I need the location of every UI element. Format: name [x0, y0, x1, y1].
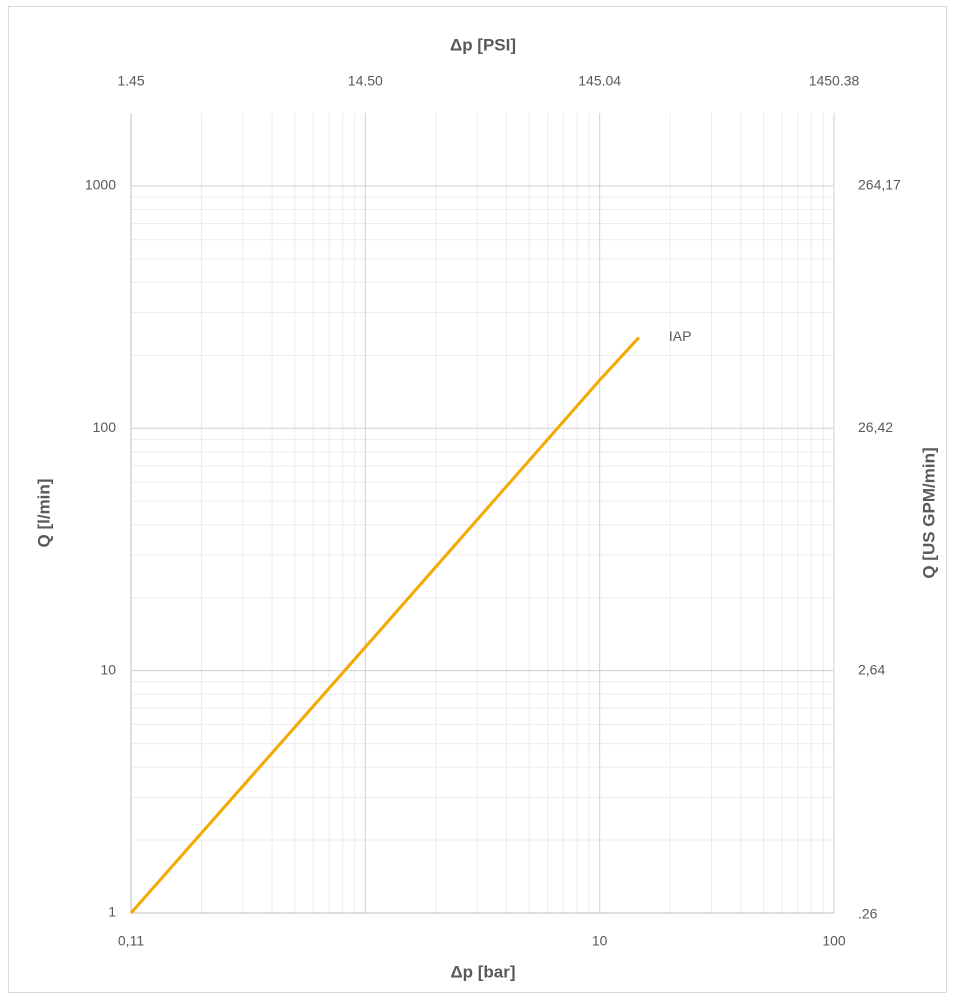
- series-label: IAP: [669, 328, 692, 344]
- y-tick-label: 1000: [85, 177, 116, 193]
- y-tick-label: 1: [108, 904, 116, 920]
- x-tick-label: 100: [822, 933, 846, 949]
- y-axis-title: Q [l/min]: [34, 479, 53, 548]
- x2-tick-label: 1.45: [117, 73, 144, 89]
- x2-tick-label: 145.04: [578, 73, 621, 89]
- data-line: [129, 336, 640, 914]
- x-tick-label: 0,11: [118, 933, 144, 949]
- y2-axis-title: Q [US GPM/min]: [919, 447, 938, 578]
- y2-tick-label: .26: [858, 905, 878, 921]
- y-tick-label: 100: [93, 419, 117, 435]
- x-tick-label: 10: [592, 933, 608, 949]
- x2-tick-label: 1450.38: [809, 73, 860, 89]
- y2-tick-label: 2,64: [858, 661, 885, 677]
- x2-axis-title: Δp [PSI]: [450, 35, 516, 54]
- y-tick-label: 10: [100, 661, 116, 677]
- x2-tick-label: 14.50: [348, 73, 383, 89]
- y2-tick-label: 264,17: [858, 177, 901, 193]
- y2-tick-label: 26,42: [858, 419, 893, 435]
- x-axis-title: Δp [bar]: [450, 962, 515, 981]
